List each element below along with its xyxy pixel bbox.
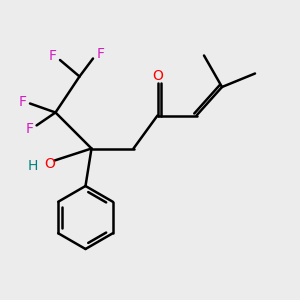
Text: O: O (152, 70, 163, 83)
Text: O: O (44, 157, 55, 170)
Text: H: H (28, 160, 38, 173)
Text: F: F (26, 122, 34, 136)
Text: F: F (19, 95, 26, 109)
Text: F: F (49, 49, 56, 62)
Text: F: F (97, 47, 104, 61)
